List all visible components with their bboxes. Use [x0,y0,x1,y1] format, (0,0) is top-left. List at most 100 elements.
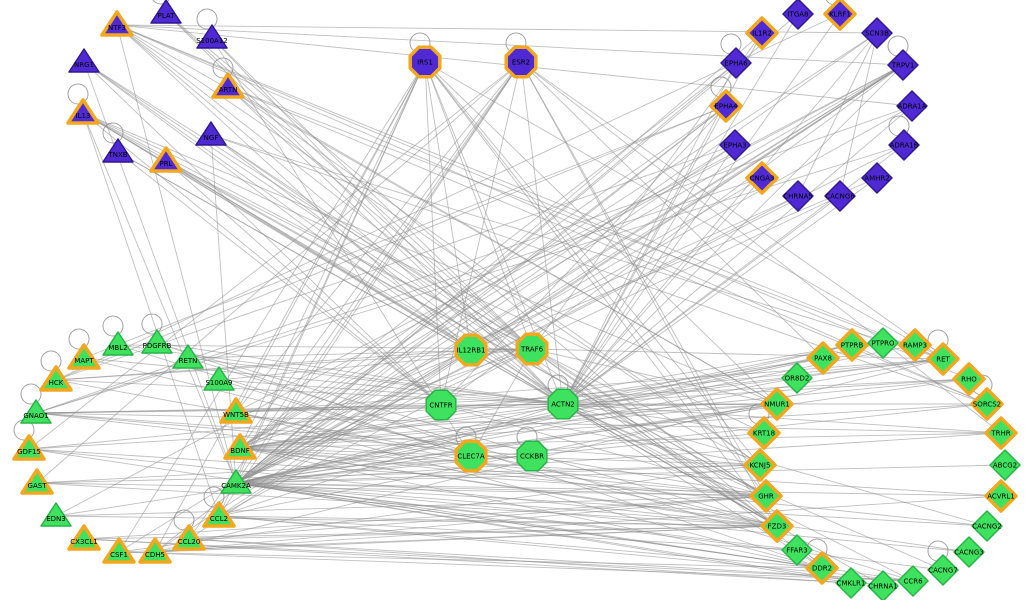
node-GNAO1[interactable]: GNAO1 [20,399,52,424]
node-IL12RB1[interactable]: IL12RB1 [454,333,488,367]
edge [210,134,237,484]
edge [55,348,533,381]
diamond-node-shape [709,89,743,123]
node-FZD3[interactable]: FZD3 [760,509,794,543]
node-CNTFR[interactable]: CNTFR [425,389,457,421]
edge [235,144,736,484]
edge [531,348,944,360]
triangle-node-shape [150,0,182,24]
triangle-node-shape [195,121,227,146]
node-CMKLR1[interactable]: CMKLR1 [835,567,867,599]
node-CHRNA5[interactable]: CHRNA5 [782,180,814,212]
edge [235,349,472,484]
edge [35,412,767,497]
edge [55,349,472,381]
node-SCN3B[interactable]: SCN3B [861,17,893,49]
edge [239,447,761,466]
diamond-node-shape [835,328,869,362]
edge [562,403,914,582]
edge [562,32,878,405]
edge [235,378,970,484]
diamond-node-shape [861,17,893,49]
node-S100A12[interactable]: S100A12 [196,24,228,49]
edge [218,515,823,569]
node-ACTN2[interactable]: ACTN2 [547,388,579,420]
edge [531,348,778,527]
node-HCK[interactable]: HCK [39,365,73,392]
node-GHR[interactable]: GHR [749,479,783,513]
node-ITGA8[interactable]: ITGA8 [782,0,814,30]
node-TRHR[interactable]: TRHR [984,416,1018,450]
edge [218,379,472,457]
node-CCKBR[interactable]: CCKBR [516,440,548,472]
node-NTF3[interactable]: NTF3 [100,10,134,37]
node-CACNG2[interactable]: CACNG2 [971,510,1003,542]
node-ABCG2[interactable]: ABCG2 [989,449,1021,481]
edge [165,160,767,497]
diamond-node-shape [745,161,779,195]
edge [239,447,767,497]
edge [531,348,778,405]
node-CCL2[interactable]: CCL2 [202,501,236,528]
edge [470,348,533,457]
edge [211,37,564,405]
node-IL1R2[interactable]: IL1R2 [745,16,779,50]
octagon-node-shape [547,388,579,420]
diamond-node-shape [760,509,794,543]
diamond-node-shape [984,479,1018,513]
edge [239,32,878,449]
self-loop-edge [196,8,218,30]
edge [83,495,767,540]
node-CNGA3[interactable]: CNGA3 [745,161,779,195]
edge [118,551,823,569]
diamond-node-shape [970,387,1004,421]
triangle-node-shape [40,502,72,527]
node-KLRF1[interactable]: KLRF1 [823,0,857,31]
triangle-node-shape [172,344,204,369]
diamond-node-shape [743,448,777,482]
triangle-node-shape [102,138,134,163]
node-CLEC7A[interactable]: CLEC7A [454,439,488,473]
octagon-node-shape [516,440,548,472]
edge [235,482,778,527]
node-MBL2[interactable]: MBL2 [102,331,134,356]
node-ACVRL1[interactable]: ACVRL1 [984,479,1018,513]
node-MAPT[interactable]: MAPT [67,343,101,370]
diamond-node-shape [897,565,929,597]
node-CCR6[interactable]: CCR6 [897,565,929,597]
node-IRS1[interactable]: IRS1 [408,45,442,79]
diamond-node-shape [745,16,779,50]
node-NRG1[interactable]: NRG1 [68,48,100,73]
node-PLAT[interactable]: PLAT [150,0,182,24]
node-GDF15[interactable]: GDF15 [12,434,46,461]
edge [235,61,426,413]
edge [562,62,737,405]
edge [218,515,914,582]
node-IL13[interactable]: IL13 [66,98,100,125]
node-RHO[interactable]: RHO [952,362,986,396]
edge [55,105,727,381]
edge [562,403,765,434]
triangle-node-shape [68,48,100,73]
edge [239,195,799,449]
edge [165,160,761,466]
triangle-node-shape [223,433,257,460]
edge [424,61,761,466]
edge [520,61,778,527]
self-loop-edge [68,328,90,350]
node-TRAF6[interactable]: TRAF6 [515,332,549,366]
node-ESR2[interactable]: ESR2 [504,45,538,79]
edge [562,105,727,405]
diamond-node-shape [867,327,899,359]
edge [562,105,913,405]
node-CACNG3[interactable]: CACNG3 [953,536,985,568]
node-NGF[interactable]: NGF [195,121,227,146]
node-AMHR2[interactable]: AMHR2 [861,162,893,194]
node-RAMP3[interactable]: RAMP3 [898,328,932,362]
diamond-node-shape [823,0,857,31]
edge [28,448,823,569]
node-CX3CL1[interactable]: CX3CL1 [67,524,101,551]
edge [83,538,852,584]
